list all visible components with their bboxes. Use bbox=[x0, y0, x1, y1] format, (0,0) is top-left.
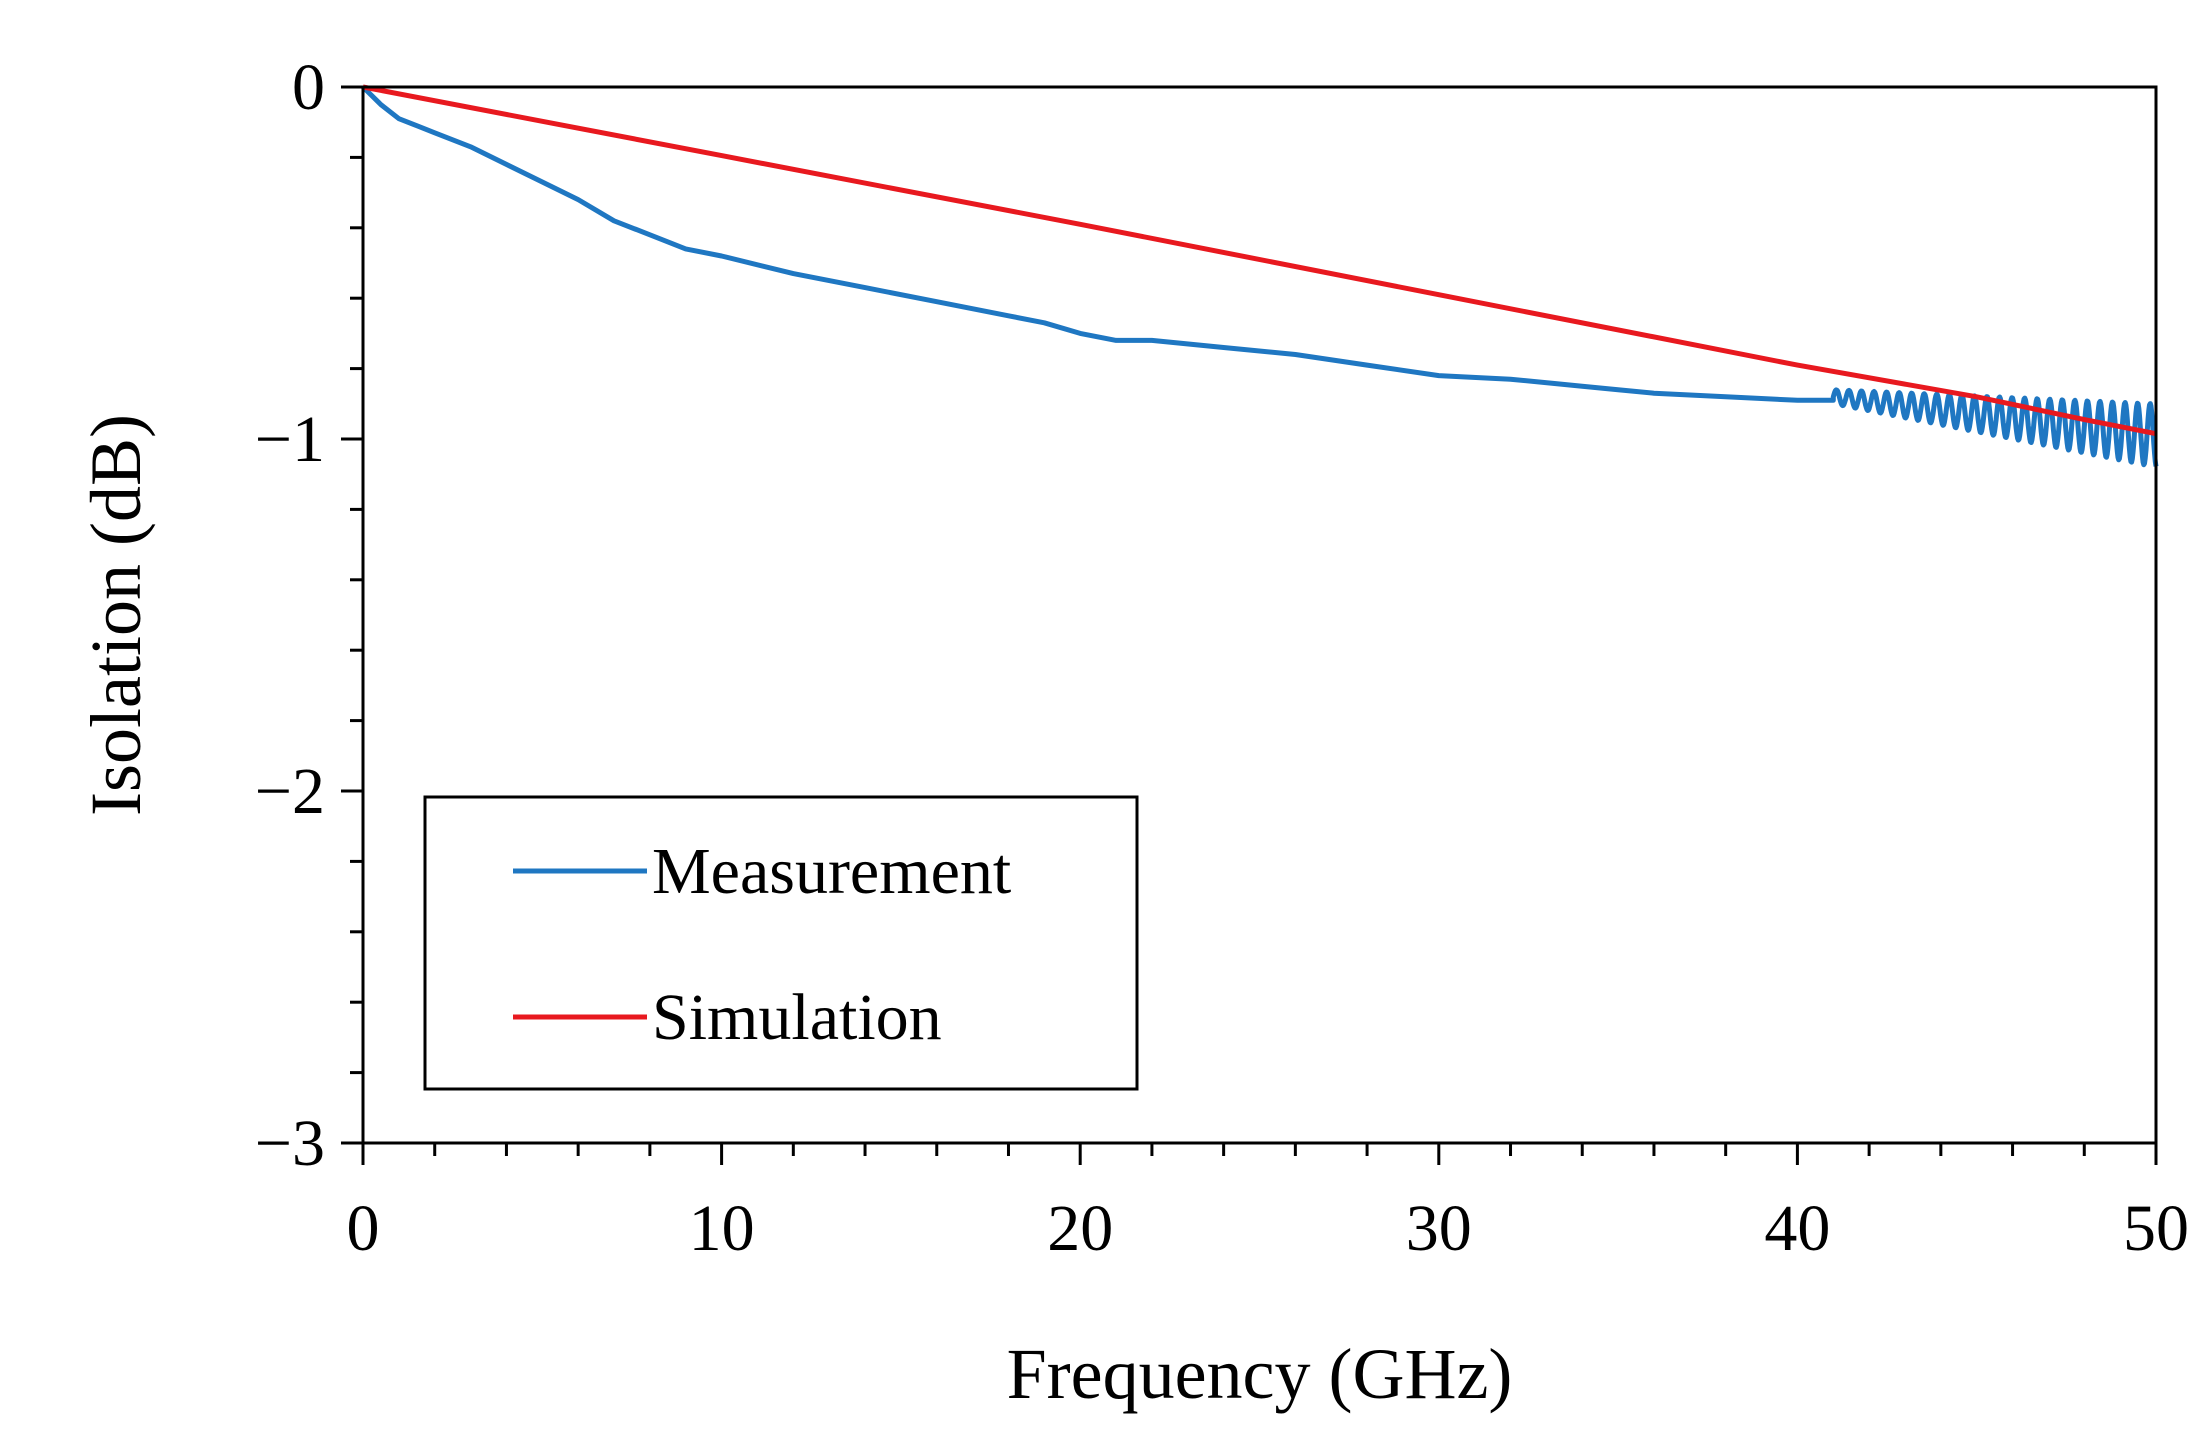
y-tick-label: −3 bbox=[255, 1107, 325, 1180]
x-tick-label: 10 bbox=[689, 1192, 755, 1265]
y-tick-label: −1 bbox=[255, 403, 325, 476]
series-line-measurement bbox=[361, 85, 2159, 468]
legend: Measurement Simulation bbox=[423, 795, 1139, 1091]
x-tick-label: 40 bbox=[1764, 1192, 1830, 1265]
tick-labels: 0 10 20 30 40 50 0 −1 −2 −3 bbox=[255, 51, 2189, 1265]
series-layer bbox=[361, 84, 2159, 468]
legend-label-simulation: Simulation bbox=[652, 981, 942, 1054]
x-tick-label: 0 bbox=[347, 1192, 380, 1265]
y-axis-label: Isolation (dB) bbox=[76, 414, 156, 816]
x-tick-label: 30 bbox=[1406, 1192, 1472, 1265]
x-tick-label: 20 bbox=[1047, 1192, 1113, 1265]
x-tick-label: 50 bbox=[2123, 1192, 2189, 1265]
y-tick-label: 0 bbox=[292, 51, 325, 124]
series-line-simulation bbox=[362, 84, 2157, 437]
y-tick-label: −2 bbox=[255, 755, 325, 828]
x-axis-label: Frequency (GHz) bbox=[1007, 1334, 1513, 1414]
axis-ticks bbox=[341, 85, 2158, 1165]
legend-box bbox=[423, 795, 1139, 1091]
legend-label-measurement: Measurement bbox=[652, 835, 1011, 908]
plot-area-frame bbox=[361, 85, 2158, 1145]
